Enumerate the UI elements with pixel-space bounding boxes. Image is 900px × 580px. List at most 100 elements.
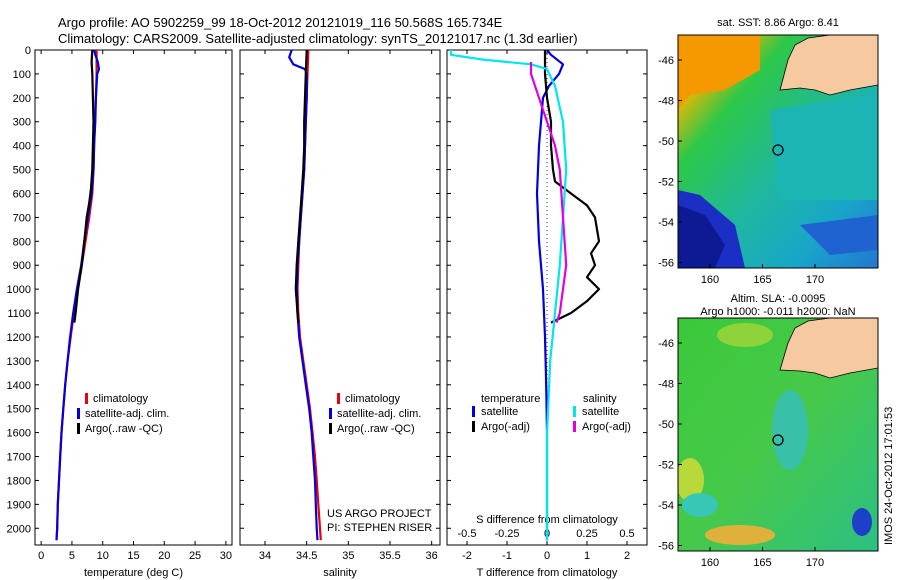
legend-swatch-argo [329, 423, 332, 434]
sst-teal-region [770, 95, 878, 200]
y-tick-label: 900 [13, 260, 31, 272]
x-tick-label: 35 [342, 550, 354, 562]
legend-swatch-t-argo [472, 421, 475, 432]
x-tick-label: 20 [158, 550, 170, 562]
sst-map-frame [677, 34, 879, 269]
plot-frame [34, 49, 233, 546]
project-note-line2: PI: STEPHEN RISER [327, 522, 432, 534]
project-note-line1: US ARGO PROJECT [327, 508, 432, 520]
s-tick-label: -0.25 [494, 528, 519, 540]
temperature-panel: 0 5 10 15 20 25 30 temperature (deg C) 0 100 200 30… [7, 45, 233, 579]
y-tick-label: 1600 [7, 428, 31, 440]
legend-swatch-argo [77, 423, 80, 434]
argo-location-marker [772, 144, 784, 156]
x-tick-label: 2 [624, 550, 630, 562]
legend-label-climatology: climatology [345, 393, 401, 405]
series-line-argo-raw-qc [73, 49, 95, 323]
y-tick-label: 1500 [7, 404, 31, 416]
map-y-tick-label: -52 [658, 177, 674, 189]
sla-map: Altim. SLA: -0.0095 Argo h1000: -0.011 h… [658, 293, 879, 569]
map-x-tick-label: 165 [753, 557, 771, 569]
x-axis-label: T difference from climatology [477, 567, 618, 579]
map-y-tick-label: -50 [658, 136, 674, 148]
map-x-tick-label: 160 [701, 557, 719, 569]
difference-legend: temperature salinity satellite Argo(-adj… [472, 393, 631, 433]
sla-yellow-anomaly-1 [717, 323, 773, 347]
x-axis-label: salinity [323, 567, 357, 579]
x-tick-label: 34.5 [296, 550, 317, 562]
figure-title-line2: Climatology: CARS2009. Satellite-adjuste… [58, 31, 578, 46]
y-tick-label: 600 [13, 188, 31, 200]
map-y-tick-label: -56 [658, 258, 674, 270]
x-tick-label: -1 [502, 550, 512, 562]
series-line-satellite-salinity [449, 50, 568, 541]
s-tick-label: -0.5 [458, 528, 477, 540]
x-tick-label: 15 [127, 550, 139, 562]
x-tick-label: 25 [189, 550, 201, 562]
temperature-legend: climatology satellite-adj. clim. Argo(..… [77, 393, 169, 435]
map-x-tick-label: 160 [701, 274, 719, 286]
y-tick-label: 1800 [7, 475, 31, 487]
sla-cyan-anomaly-1 [682, 493, 718, 517]
legend-swatch-s-argo [573, 421, 576, 432]
series-line-argo-adj-temperature [543, 50, 601, 324]
salinity-legend: climatology satellite-adj. clim. Argo(..… [327, 393, 432, 534]
map-x-tick-label: 170 [806, 274, 824, 286]
legend-swatch-climatology [337, 393, 340, 404]
sla-yellow-anomaly-2 [678, 458, 704, 502]
x-tick-label: 35.5 [379, 550, 400, 562]
sst-map: sat. SST: 8.86 Argo: 8.41 -46 -48 -50 -52 -5… [658, 17, 879, 286]
map-y-tick-label: -56 [658, 541, 674, 553]
argo-location-marker [772, 434, 784, 446]
map-y-tick-label: -46 [658, 338, 674, 350]
legend-label-satellite: satellite-adj. clim. [337, 408, 421, 420]
x-tick-label: 5 [69, 550, 75, 562]
y-tick-label: 800 [13, 236, 31, 248]
s-tick-label: 0.5 [619, 528, 634, 540]
x-tick-label: 0 [38, 550, 44, 562]
plot-frame [239, 49, 441, 546]
x-tick-label: 1 [584, 550, 590, 562]
sla-map-frame [677, 317, 879, 552]
legend-swatch-satellite [77, 408, 80, 419]
map-y-tick-label: -48 [658, 96, 674, 108]
sla-map-field [678, 318, 878, 551]
legend-label-s-argo: Argo(-adj) [582, 421, 631, 433]
legend-label-satellite: satellite-adj. clim. [85, 408, 169, 420]
y-tick-label: 1100 [7, 308, 31, 320]
series-line-argo-adj-salinity [529, 62, 568, 323]
sla-map-title-line1: Altim. SLA: -0.0095 [731, 293, 826, 305]
sst-cold-band-south [800, 215, 878, 255]
map-y-tick-label: -46 [658, 55, 674, 67]
sla-blue-anomaly [852, 508, 872, 536]
map-y-tick-label: -52 [658, 460, 674, 472]
difference-panel: -2 -1 0 1 2 T difference from climatology -0.5… [446, 49, 648, 579]
sst-deep-cold-patch [678, 205, 725, 268]
y-tick-label: 1300 [7, 356, 31, 368]
y-tick-label: 500 [13, 165, 31, 177]
x-axis-label: temperature (deg C) [84, 567, 183, 579]
legend-label-argo: Argo(..raw -QC) [85, 423, 163, 435]
y-tick-label: 400 [13, 141, 31, 153]
map-x-tick-label: 170 [806, 557, 824, 569]
salinity-panel: 34 34.5 35 35.5 36 salinity [239, 49, 441, 579]
sla-map-ticks: -46 -48 -50 -52 -54 -56 160 165 170 [658, 338, 824, 569]
legend-label-s-satellite: satellite [582, 406, 619, 418]
x-tick-label: 0 [544, 550, 550, 562]
legend-swatch-s-satellite [573, 406, 576, 417]
x-tick-label: 34 [259, 550, 271, 562]
sla-orange-anomaly [705, 525, 775, 545]
map-y-tick-label: -48 [658, 379, 674, 391]
legend-swatch-t-satellite [472, 406, 475, 417]
legend-title-salinity: salinity [583, 393, 617, 405]
legend-label-climatology: climatology [93, 393, 149, 405]
sst-map-title: sat. SST: 8.86 Argo: 8.41 [717, 17, 839, 29]
y-tick-label: 0 [25, 45, 31, 57]
y-tick-label: 300 [13, 117, 31, 129]
legend-label-t-satellite: satellite [481, 406, 518, 418]
land-mass [779, 35, 878, 96]
y-tick-label: 1700 [7, 452, 31, 464]
y-tick-label: 2000 [7, 523, 31, 535]
sst-map-ticks: -46 -48 -50 -52 -54 -56 160 165 170 [658, 55, 824, 286]
